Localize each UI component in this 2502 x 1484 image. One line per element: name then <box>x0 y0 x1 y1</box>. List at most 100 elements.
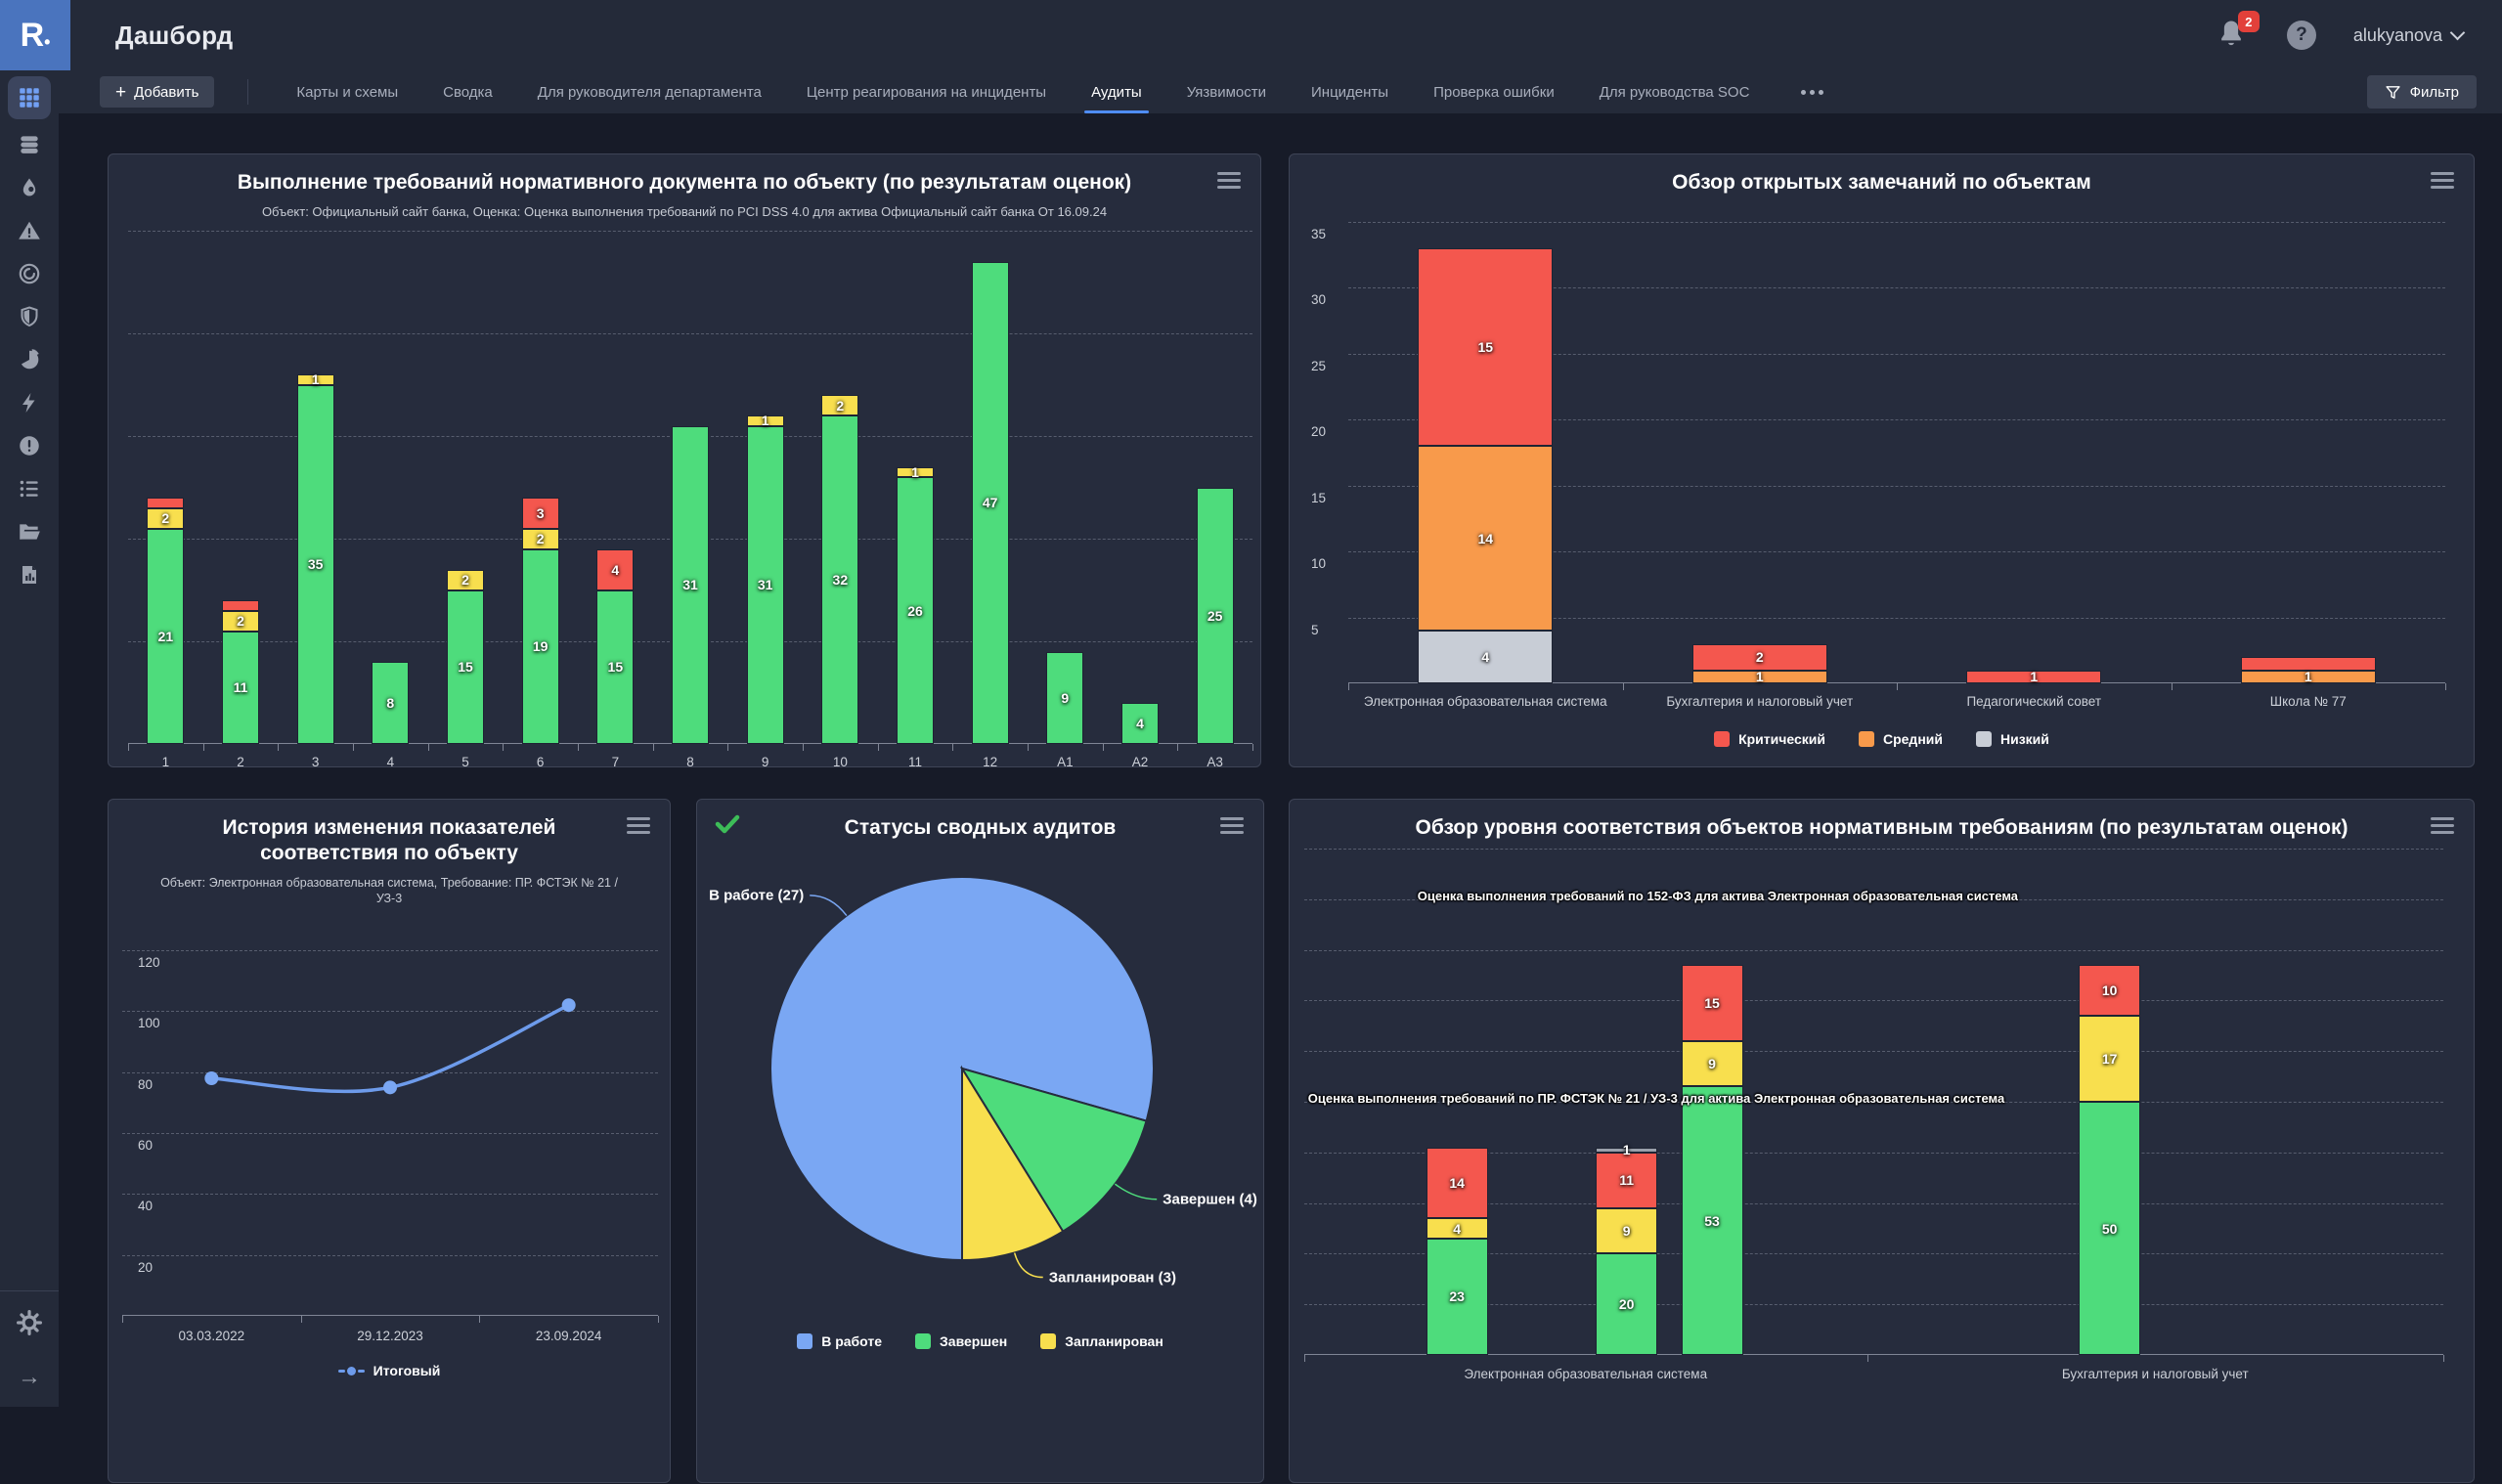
bar-segment[interactable]: 53 <box>1682 1086 1743 1355</box>
tab-Проверка ошибки[interactable]: Проверка ошибки <box>1411 70 1577 113</box>
bar-segment[interactable]: 10 <box>2079 965 2140 1016</box>
filter-button[interactable]: Фильтр <box>2367 75 2477 109</box>
bar-segment[interactable]: 35 <box>297 385 334 745</box>
bar-segment[interactable]: 4 <box>1427 1218 1488 1239</box>
bar-segment[interactable]: 2 <box>222 611 259 632</box>
bar-segment[interactable]: 9 <box>1596 1208 1657 1254</box>
tab-Уязвимости[interactable]: Уязвимости <box>1164 70 1289 113</box>
bar-segment[interactable]: 4 <box>596 549 634 590</box>
tab-Карты и схемы[interactable]: Карты и схемы <box>274 70 420 113</box>
legend-item[interactable]: Итоговый <box>338 1363 441 1378</box>
bar-segment[interactable] <box>222 600 259 611</box>
bar-segment[interactable]: 11 <box>222 632 259 745</box>
bar-segment[interactable]: 17 <box>2079 1016 2140 1102</box>
x-axis-tick <box>578 744 579 751</box>
data-point[interactable] <box>562 998 576 1012</box>
expand-sidebar-button[interactable]: → <box>18 1364 41 1391</box>
panel-menu-icon[interactable] <box>2431 817 2454 838</box>
legend-swatch <box>1040 1333 1056 1349</box>
bar-segment[interactable]: 50 <box>2079 1102 2140 1355</box>
tab-Инциденты[interactable]: Инциденты <box>1289 70 1411 113</box>
sidebar-item-documents[interactable] <box>8 512 51 551</box>
notifications-button[interactable]: 2 <box>2217 19 2250 52</box>
sidebar-item-assets[interactable] <box>8 125 51 164</box>
legend-item[interactable]: В работе <box>797 1333 882 1349</box>
panel-menu-icon[interactable] <box>1217 172 1241 193</box>
x-axis-tick <box>1177 744 1178 751</box>
bar-segment[interactable]: 1 <box>2241 671 2376 683</box>
bar-segment[interactable]: 31 <box>747 426 784 745</box>
data-point[interactable] <box>383 1080 397 1094</box>
legend-item[interactable]: Критический <box>1714 731 1825 747</box>
bar-segment[interactable]: 2 <box>147 508 184 529</box>
bar-segment[interactable]: 2 <box>447 570 484 590</box>
bar-segment[interactable]: 21 <box>147 529 184 745</box>
sidebar-item-security[interactable] <box>8 297 51 336</box>
bar-segment[interactable]: 11 <box>1596 1153 1657 1208</box>
sidebar-item-tasks[interactable] <box>8 469 51 508</box>
bar-segment[interactable]: 1 <box>897 467 934 478</box>
panel-menu-icon[interactable] <box>627 817 650 838</box>
sidebar-item-risks[interactable] <box>8 168 51 207</box>
tab-Центр реагирования на инциденты[interactable]: Центр реагирования на инциденты <box>784 70 1069 113</box>
more-tabs-button[interactable] <box>1795 80 1829 105</box>
bar-segment[interactable]: 4 <box>1418 631 1553 683</box>
bar-segment[interactable]: 4 <box>1121 703 1159 744</box>
bar-segment[interactable]: 2 <box>821 395 858 415</box>
legend-item[interactable]: Средний <box>1859 731 1943 747</box>
sidebar-item-dashboards[interactable] <box>8 76 51 119</box>
legend-item[interactable]: Завершен <box>915 1333 1007 1349</box>
help-button[interactable]: ? <box>2287 21 2316 50</box>
bar-segment[interactable]: 15 <box>596 590 634 745</box>
bar-segment[interactable]: 9 <box>1046 652 1083 745</box>
bar-segment[interactable]: 2 <box>1692 644 1827 671</box>
bar-segment[interactable]: 32 <box>821 415 858 744</box>
sidebar-item-reports[interactable] <box>8 340 51 379</box>
bar-segment[interactable] <box>147 498 184 508</box>
grid-line <box>1348 222 2445 223</box>
bar-segment[interactable]: 15 <box>447 590 484 745</box>
app-logo[interactable]: R• <box>0 0 70 70</box>
bar-segment[interactable]: 31 <box>672 426 709 745</box>
bar-segment[interactable]: 19 <box>522 549 559 745</box>
bar-segment[interactable]: 1 <box>1692 671 1827 683</box>
bar-segment[interactable]: 9 <box>1682 1041 1743 1087</box>
bar-segment[interactable]: 25 <box>1197 488 1234 745</box>
bar-segment[interactable]: 26 <box>897 477 934 744</box>
bar-segment[interactable]: 1 <box>297 374 334 385</box>
bar-segment[interactable]: 8 <box>372 662 409 744</box>
bar-segment[interactable]: 15 <box>1418 248 1553 446</box>
panel-menu-icon[interactable] <box>1220 817 1244 838</box>
bar-segment[interactable]: 1 <box>1596 1148 1657 1153</box>
data-point[interactable] <box>204 1071 218 1085</box>
tab-Аудиты[interactable]: Аудиты <box>1069 70 1164 113</box>
tab-Сводка[interactable]: Сводка <box>420 70 515 113</box>
bar-segment[interactable]: 2 <box>522 529 559 549</box>
sidebar-item-alerts[interactable] <box>8 426 51 465</box>
tab-Для руководителя департамента[interactable]: Для руководителя департамента <box>515 70 784 113</box>
question-icon: ? <box>2296 24 2307 46</box>
tab-Для руководства SOC[interactable]: Для руководства SOC <box>1577 70 1773 113</box>
add-dashboard-button[interactable]: + Добавить <box>100 76 214 108</box>
sidebar-item-processes[interactable] <box>8 254 51 293</box>
category-label: 11 <box>878 755 953 769</box>
sidebar-item-incidents[interactable] <box>8 383 51 422</box>
bar-segment[interactable]: 14 <box>1418 446 1553 631</box>
bar-segment[interactable]: 1 <box>747 415 784 426</box>
x-axis-tick <box>803 744 804 751</box>
bar-segment[interactable]: 20 <box>1596 1253 1657 1355</box>
bar-segment[interactable]: 47 <box>972 262 1009 745</box>
bar-segment[interactable]: 15 <box>1682 965 1743 1041</box>
sidebar-item-threats[interactable] <box>8 211 51 250</box>
sidebar-item-analytics[interactable] <box>8 555 51 594</box>
bar-segment[interactable]: 3 <box>522 498 559 529</box>
legend-item[interactable]: Запланирован <box>1040 1333 1163 1349</box>
y-tick-label: 10 <box>1311 556 1326 571</box>
bar-segment[interactable]: 23 <box>1427 1239 1488 1355</box>
legend-item[interactable]: Низкий <box>1976 731 2049 747</box>
bar-segment[interactable]: 14 <box>1427 1148 1488 1219</box>
panel-menu-icon[interactable] <box>2431 172 2454 193</box>
bar-segment[interactable]: 1 <box>1966 671 2101 683</box>
user-menu[interactable]: alukyanova <box>2353 25 2463 46</box>
settings-button[interactable] <box>8 1303 51 1342</box>
